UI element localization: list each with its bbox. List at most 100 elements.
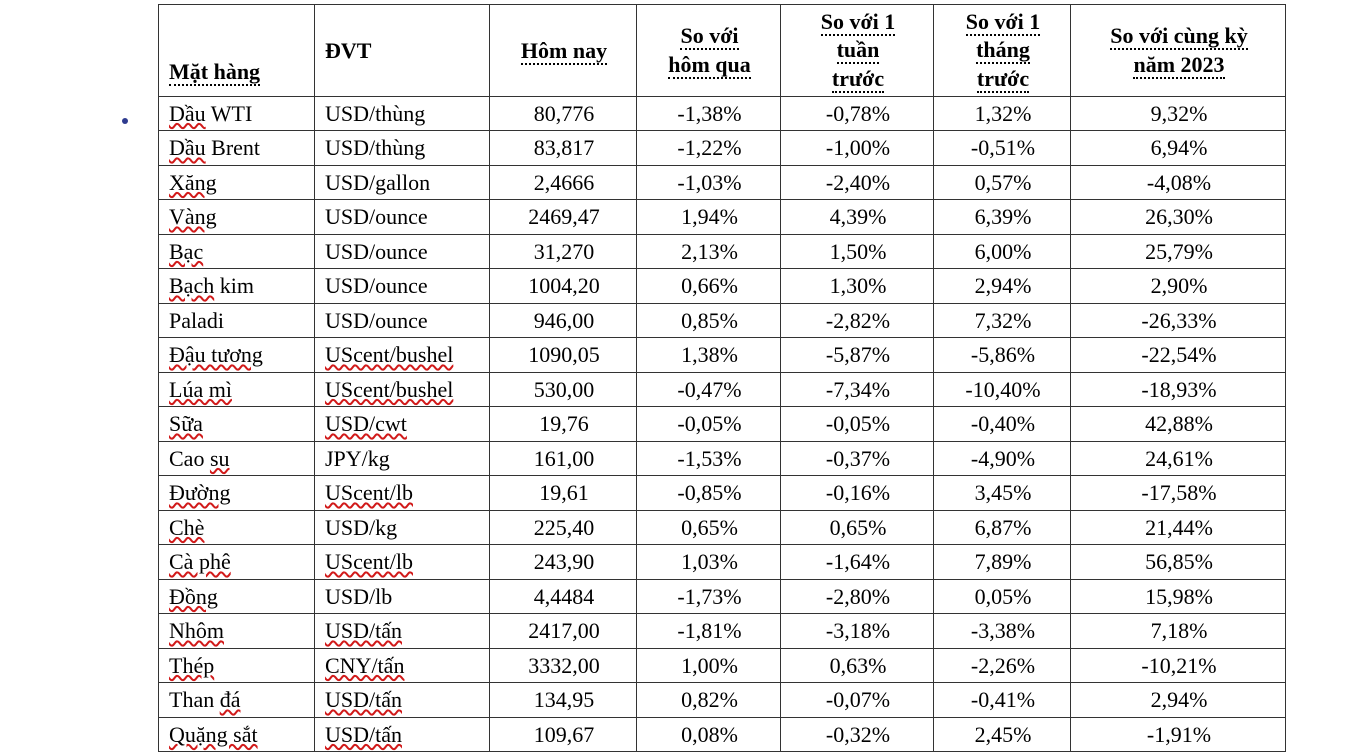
cell-today: 19,61: [490, 476, 637, 511]
commodity-table: Mặt hàng ĐVT Hôm nay So với hôm qua So v…: [158, 4, 1286, 752]
cell-name: Dầu WTI: [159, 96, 315, 131]
cell-vs-day: -1,22%: [637, 131, 781, 166]
cell-vs-year: 2,90%: [1071, 269, 1286, 304]
cell-vs-year: 21,44%: [1071, 510, 1286, 545]
table-row: Dầu WTIUSD/thùng80,776-1,38%-0,78%1,32%9…: [159, 96, 1286, 131]
cell-today: 530,00: [490, 372, 637, 407]
cell-today: 2417,00: [490, 614, 637, 649]
table-header: Mặt hàng ĐVT Hôm nay So với hôm qua So v…: [159, 5, 1286, 97]
cell-vs-year: 25,79%: [1071, 234, 1286, 269]
cell-unit: CNY/tấn: [315, 648, 490, 683]
cell-unit: UScent/bushel: [315, 372, 490, 407]
cell-vs-week: -2,82%: [781, 303, 934, 338]
table-row: ĐườngUScent/lb19,61-0,85%-0,16%3,45%-17,…: [159, 476, 1286, 511]
cell-vs-week: 0,65%: [781, 510, 934, 545]
cell-vs-month: 2,45%: [934, 717, 1071, 752]
cell-vs-month: -2,26%: [934, 648, 1071, 683]
table-row: Bạch kimUSD/ounce1004,200,66%1,30%2,94%2…: [159, 269, 1286, 304]
cell-today: 1090,05: [490, 338, 637, 373]
cell-unit: USD/tấn: [315, 683, 490, 718]
cell-today: 134,95: [490, 683, 637, 718]
cell-vs-year: -10,21%: [1071, 648, 1286, 683]
cell-unit: USD/tấn: [315, 717, 490, 752]
list-bullet: [122, 118, 128, 124]
cell-name: Vàng: [159, 200, 315, 235]
cell-vs-month: 6,00%: [934, 234, 1071, 269]
cell-vs-day: -1,73%: [637, 579, 781, 614]
cell-vs-week: 1,30%: [781, 269, 934, 304]
cell-unit: USD/thùng: [315, 131, 490, 166]
commodity-table-wrapper: Mặt hàng ĐVT Hôm nay So với hôm qua So v…: [158, 4, 1286, 752]
cell-vs-week: 0,63%: [781, 648, 934, 683]
cell-name: Lúa mì: [159, 372, 315, 407]
header-name: Mặt hàng: [159, 5, 315, 97]
cell-today: 19,76: [490, 407, 637, 442]
cell-today: 31,270: [490, 234, 637, 269]
cell-vs-day: 1,03%: [637, 545, 781, 580]
cell-unit: USD/ounce: [315, 200, 490, 235]
cell-unit: USD/lb: [315, 579, 490, 614]
table-row: ĐồngUSD/lb4,4484-1,73%-2,80%0,05%15,98%: [159, 579, 1286, 614]
cell-unit: USD/ounce: [315, 269, 490, 304]
cell-vs-year: 2,94%: [1071, 683, 1286, 718]
cell-vs-year: 9,32%: [1071, 96, 1286, 131]
cell-vs-day: -1,81%: [637, 614, 781, 649]
cell-vs-week: -5,87%: [781, 338, 934, 373]
cell-unit: USD/ounce: [315, 234, 490, 269]
cell-vs-week: -2,80%: [781, 579, 934, 614]
cell-vs-week: -0,05%: [781, 407, 934, 442]
table-row: ChèUSD/kg225,400,65%0,65%6,87%21,44%: [159, 510, 1286, 545]
cell-unit: UScent/lb: [315, 476, 490, 511]
table-row: Than đáUSD/tấn134,950,82%-0,07%-0,41%2,9…: [159, 683, 1286, 718]
table-row: Dầu BrentUSD/thùng83,817-1,22%-1,00%-0,5…: [159, 131, 1286, 166]
cell-today: 3332,00: [490, 648, 637, 683]
cell-vs-month: -0,40%: [934, 407, 1071, 442]
cell-vs-week: -1,00%: [781, 131, 934, 166]
cell-vs-year: 42,88%: [1071, 407, 1286, 442]
cell-name: Cà phê: [159, 545, 315, 580]
cell-vs-day: 0,85%: [637, 303, 781, 338]
cell-vs-day: -1,03%: [637, 165, 781, 200]
cell-today: 2,4666: [490, 165, 637, 200]
cell-vs-month: 6,39%: [934, 200, 1071, 235]
cell-today: 225,40: [490, 510, 637, 545]
cell-vs-day: 1,38%: [637, 338, 781, 373]
table-row: PaladiUSD/ounce946,000,85%-2,82%7,32%-26…: [159, 303, 1286, 338]
cell-vs-week: -0,16%: [781, 476, 934, 511]
cell-vs-year: 6,94%: [1071, 131, 1286, 166]
cell-vs-day: 0,65%: [637, 510, 781, 545]
cell-vs-month: 0,57%: [934, 165, 1071, 200]
header-unit: ĐVT: [315, 5, 490, 97]
table-body: Dầu WTIUSD/thùng80,776-1,38%-0,78%1,32%9…: [159, 96, 1286, 752]
cell-vs-day: -0,47%: [637, 372, 781, 407]
cell-vs-week: -0,32%: [781, 717, 934, 752]
cell-name: Đường: [159, 476, 315, 511]
cell-name: Quặng sắt: [159, 717, 315, 752]
cell-vs-month: 2,94%: [934, 269, 1071, 304]
cell-unit: USD/gallon: [315, 165, 490, 200]
cell-today: 4,4484: [490, 579, 637, 614]
cell-vs-day: 0,82%: [637, 683, 781, 718]
cell-unit: USD/kg: [315, 510, 490, 545]
cell-unit: USD/thùng: [315, 96, 490, 131]
cell-name: Sữa: [159, 407, 315, 442]
table-row: XăngUSD/gallon2,4666-1,03%-2,40%0,57%-4,…: [159, 165, 1286, 200]
cell-vs-year: -1,91%: [1071, 717, 1286, 752]
cell-today: 243,90: [490, 545, 637, 580]
cell-vs-year: -26,33%: [1071, 303, 1286, 338]
cell-vs-week: -1,64%: [781, 545, 934, 580]
cell-name: Thép: [159, 648, 315, 683]
cell-name: Bạc: [159, 234, 315, 269]
cell-vs-week: -0,37%: [781, 441, 934, 476]
cell-name: Đồng: [159, 579, 315, 614]
table-row: Đậu tươngUScent/bushel1090,051,38%-5,87%…: [159, 338, 1286, 373]
cell-today: 1004,20: [490, 269, 637, 304]
cell-vs-year: 24,61%: [1071, 441, 1286, 476]
cell-name: Bạch kim: [159, 269, 315, 304]
cell-name: Paladi: [159, 303, 315, 338]
table-row: ThépCNY/tấn3332,001,00%0,63%-2,26%-10,21…: [159, 648, 1286, 683]
table-row: Cà phêUScent/lb243,901,03%-1,64%7,89%56,…: [159, 545, 1286, 580]
cell-vs-year: -18,93%: [1071, 372, 1286, 407]
cell-vs-month: -3,38%: [934, 614, 1071, 649]
cell-name: Dầu Brent: [159, 131, 315, 166]
